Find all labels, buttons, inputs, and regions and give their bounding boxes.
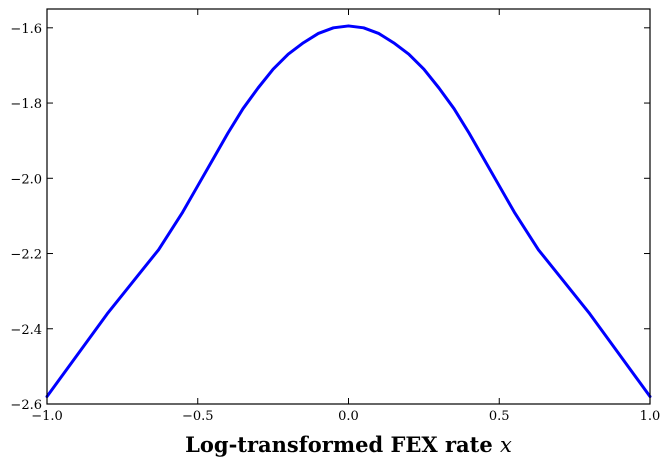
ticks: −1.0 −0.5 0.0 0.5 1.0 −2.6 −2.4 −2.2 −2.0 −1.8 −1.… xyxy=(10,9,660,424)
x-tick-label: 0.5 xyxy=(489,409,510,424)
series-line xyxy=(45,24,652,398)
x-tick-label: 1.0 xyxy=(640,409,661,424)
plot-area xyxy=(45,24,652,398)
y-tick-label: −2.0 xyxy=(10,172,42,187)
y-tick-label: −2.6 xyxy=(10,398,42,413)
y-tick-label: −2.2 xyxy=(10,248,42,263)
y-tick-label: −1.6 xyxy=(10,22,42,37)
x-tick-label: −1.0 xyxy=(31,409,63,424)
axes-frame xyxy=(46,8,651,405)
x-axis-label-text: Log-transformed FEX rate xyxy=(185,432,493,457)
y-tick-label: −1.8 xyxy=(10,97,42,112)
x-tick-label: 0.0 xyxy=(338,409,359,424)
x-axis-label-variable: x xyxy=(500,433,512,457)
x-axis-label: Log-transformed FEX rate x xyxy=(185,432,512,457)
y-tick-label: −2.4 xyxy=(10,323,42,338)
x-tick-label: −0.5 xyxy=(182,409,214,424)
